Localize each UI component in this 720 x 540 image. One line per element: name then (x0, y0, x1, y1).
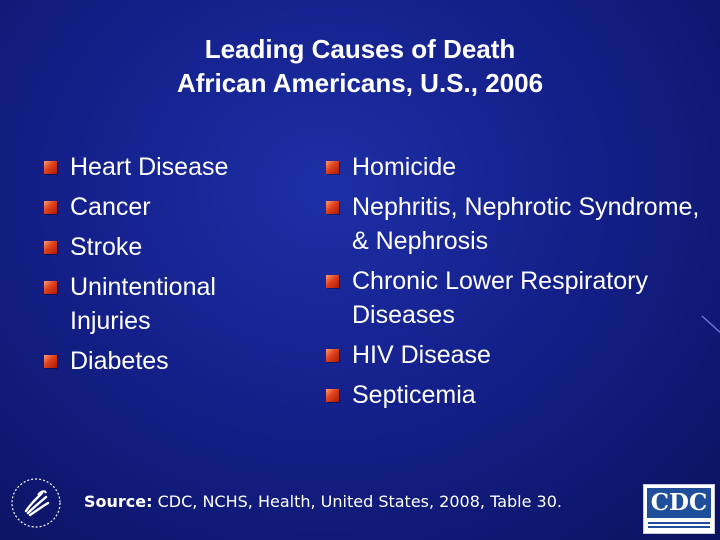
square-bullet-icon (326, 161, 339, 174)
list-item-label: Heart Disease (70, 153, 229, 181)
square-bullet-icon (326, 275, 339, 288)
list-item: Nephritis, Nephrotic Syndrome, & Nephros… (326, 190, 706, 258)
square-bullet-icon (44, 281, 57, 294)
hhs-eagle-seal-icon (11, 478, 61, 528)
title-line-1: Leading Causes of Death (204, 34, 516, 64)
square-bullet-icon (326, 349, 339, 362)
cdc-logo-tagline-lines (648, 522, 710, 530)
source-text: CDC, NCHS, Health, United States, 2008, … (152, 492, 562, 511)
list-item-label: Homicide (352, 153, 457, 181)
left-cause-list: Heart Disease Cancer Stroke Unintentiona… (44, 150, 289, 384)
list-item-label: Diabetes (70, 347, 169, 375)
list-item: Heart Disease (44, 150, 289, 184)
square-bullet-icon (44, 241, 57, 254)
decorative-streak-icon (701, 315, 720, 334)
slide-title: Leading Causes of Death African American… (0, 32, 720, 100)
list-item: Homicide (326, 150, 706, 184)
square-bullet-icon (44, 161, 57, 174)
list-item-label: Septicemia (352, 381, 476, 409)
source-citation: Source: CDC, NCHS, Health, United States… (84, 492, 562, 511)
list-item-label: Cancer (70, 193, 151, 221)
cdc-logo-text: CDC (647, 488, 711, 518)
list-item-label: Nephritis, Nephrotic Syndrome, & Nephros… (352, 193, 700, 255)
list-item: Stroke (44, 230, 289, 264)
square-bullet-icon (44, 355, 57, 368)
square-bullet-icon (44, 201, 57, 214)
cdc-logo: CDC (643, 484, 715, 534)
list-item: Septicemia (326, 378, 706, 412)
source-label: Source: (84, 492, 153, 511)
list-item-label: HIV Disease (352, 341, 491, 369)
list-item: Unintentional Injuries (44, 270, 289, 338)
square-bullet-icon (326, 389, 339, 402)
title-line-2: African Americans, U.S., 2006 (176, 68, 544, 98)
list-item: Diabetes (44, 344, 289, 378)
list-item: Cancer (44, 190, 289, 224)
list-item-label: Unintentional Injuries (70, 273, 216, 335)
right-cause-list: Homicide Nephritis, Nephrotic Syndrome, … (326, 150, 706, 418)
list-item: Chronic Lower Respiratory Diseases (326, 264, 706, 332)
square-bullet-icon (326, 201, 339, 214)
list-item-label: Stroke (70, 233, 143, 261)
list-item-label: Chronic Lower Respiratory Diseases (352, 267, 648, 329)
list-item: HIV Disease (326, 338, 706, 372)
